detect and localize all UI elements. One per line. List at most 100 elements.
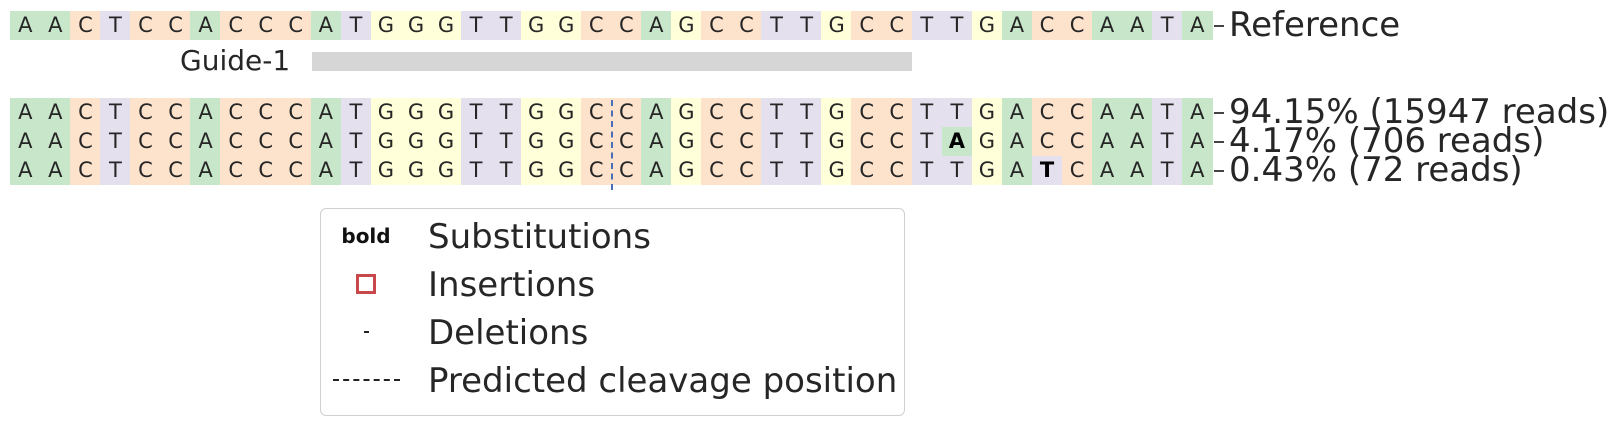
nucleotide: C (701, 127, 732, 156)
nucleotide: G (671, 127, 702, 156)
nucleotide: A (10, 11, 41, 40)
nucleotide: T (341, 11, 372, 40)
nucleotide: A (10, 98, 41, 127)
nucleotide: C (851, 11, 882, 40)
nucleotide: A (1122, 156, 1153, 185)
nucleotide: A (1002, 11, 1033, 40)
nucleotide: A (1092, 11, 1123, 40)
nucleotide: C (280, 98, 311, 127)
nucleotide: G (371, 98, 402, 127)
nucleotide: A (190, 11, 221, 40)
nucleotide: T (1152, 156, 1183, 185)
nucleotide: T (912, 156, 943, 185)
nucleotide: A (641, 156, 672, 185)
nucleotide: G (521, 98, 552, 127)
legend-cleavage: Predicted cleavage position (321, 357, 901, 403)
legend-deletions-label: Deletions (428, 313, 588, 353)
nucleotide: T (791, 11, 822, 40)
nucleotide: C (130, 98, 161, 127)
nucleotide: C (701, 98, 732, 127)
nucleotide: C (160, 127, 191, 156)
nucleotide: G (401, 11, 432, 40)
nucleotide: T (1152, 127, 1183, 156)
insertion-square-icon (356, 274, 376, 294)
nucleotide: T (100, 98, 131, 127)
nucleotide: T (912, 11, 943, 40)
nucleotide: G (371, 127, 402, 156)
nucleotide: G (431, 156, 462, 185)
legend-substitutions-label: Substitutions (428, 217, 651, 257)
nucleotide: A (311, 98, 342, 127)
nucleotide: C (250, 127, 281, 156)
nucleotide: C (701, 11, 732, 40)
nucleotide: C (70, 156, 101, 185)
nucleotide: G (972, 11, 1003, 40)
nucleotide: A (311, 11, 342, 40)
nucleotide: T (341, 156, 372, 185)
nucleotide: T (461, 156, 492, 185)
nucleotide: C (581, 127, 612, 156)
nucleotide: G (972, 127, 1003, 156)
nucleotide: C (70, 127, 101, 156)
nucleotide: T (912, 98, 943, 127)
allele-tick (1214, 141, 1224, 143)
nucleotide: C (130, 127, 161, 156)
nucleotide: T (912, 127, 943, 156)
nucleotide: A (1002, 127, 1033, 156)
nucleotide: G (551, 98, 582, 127)
nucleotide: C (881, 156, 912, 185)
nucleotide: C (250, 11, 281, 40)
nucleotide: C (1032, 127, 1063, 156)
nucleotide: G (821, 156, 852, 185)
nucleotide: A (641, 11, 672, 40)
nucleotide: C (220, 127, 251, 156)
nucleotide: C (731, 156, 762, 185)
nucleotide: C (280, 156, 311, 185)
nucleotide: T (791, 156, 822, 185)
cleavage-line (611, 100, 613, 190)
nucleotide: A (311, 127, 342, 156)
nucleotide: C (581, 156, 612, 185)
allele-frequency-label: 0.43% (72 reads) (1229, 153, 1523, 187)
nucleotide: C (250, 98, 281, 127)
nucleotide: T (1152, 98, 1183, 127)
substituted-nucleotide: T (1032, 156, 1063, 185)
nucleotide: C (851, 127, 882, 156)
legend-substitutions: bold Substitutions (321, 213, 901, 259)
reference-label: Reference (1229, 8, 1400, 42)
nucleotide: G (671, 11, 702, 40)
deletion-dash-icon (364, 331, 369, 333)
nucleotide: C (1062, 11, 1093, 40)
nucleotide: C (581, 98, 612, 127)
nucleotide: C (881, 11, 912, 40)
nucleotide: C (881, 127, 912, 156)
legend-bold-symbol: bold (341, 224, 390, 248)
nucleotide: G (821, 98, 852, 127)
nucleotide: C (581, 11, 612, 40)
nucleotide: G (431, 11, 462, 40)
nucleotide: G (551, 127, 582, 156)
nucleotide: C (220, 11, 251, 40)
nucleotide: G (401, 127, 432, 156)
nucleotide: A (190, 156, 221, 185)
guide-label: Guide-1 (180, 44, 290, 77)
nucleotide: T (761, 156, 792, 185)
allele-tick (1214, 112, 1224, 114)
nucleotide: C (160, 11, 191, 40)
nucleotide: G (401, 156, 432, 185)
nucleotide: A (1092, 127, 1123, 156)
nucleotide: C (851, 156, 882, 185)
nucleotide: T (942, 156, 973, 185)
nucleotide: A (641, 98, 672, 127)
nucleotide: G (821, 11, 852, 40)
nucleotide: A (190, 127, 221, 156)
nucleotide: C (611, 98, 642, 127)
nucleotide: T (942, 11, 973, 40)
nucleotide: T (100, 11, 131, 40)
nucleotide: G (972, 98, 1003, 127)
nucleotide: A (1182, 156, 1213, 185)
nucleotide: T (761, 11, 792, 40)
nucleotide: G (521, 127, 552, 156)
nucleotide: C (1032, 98, 1063, 127)
